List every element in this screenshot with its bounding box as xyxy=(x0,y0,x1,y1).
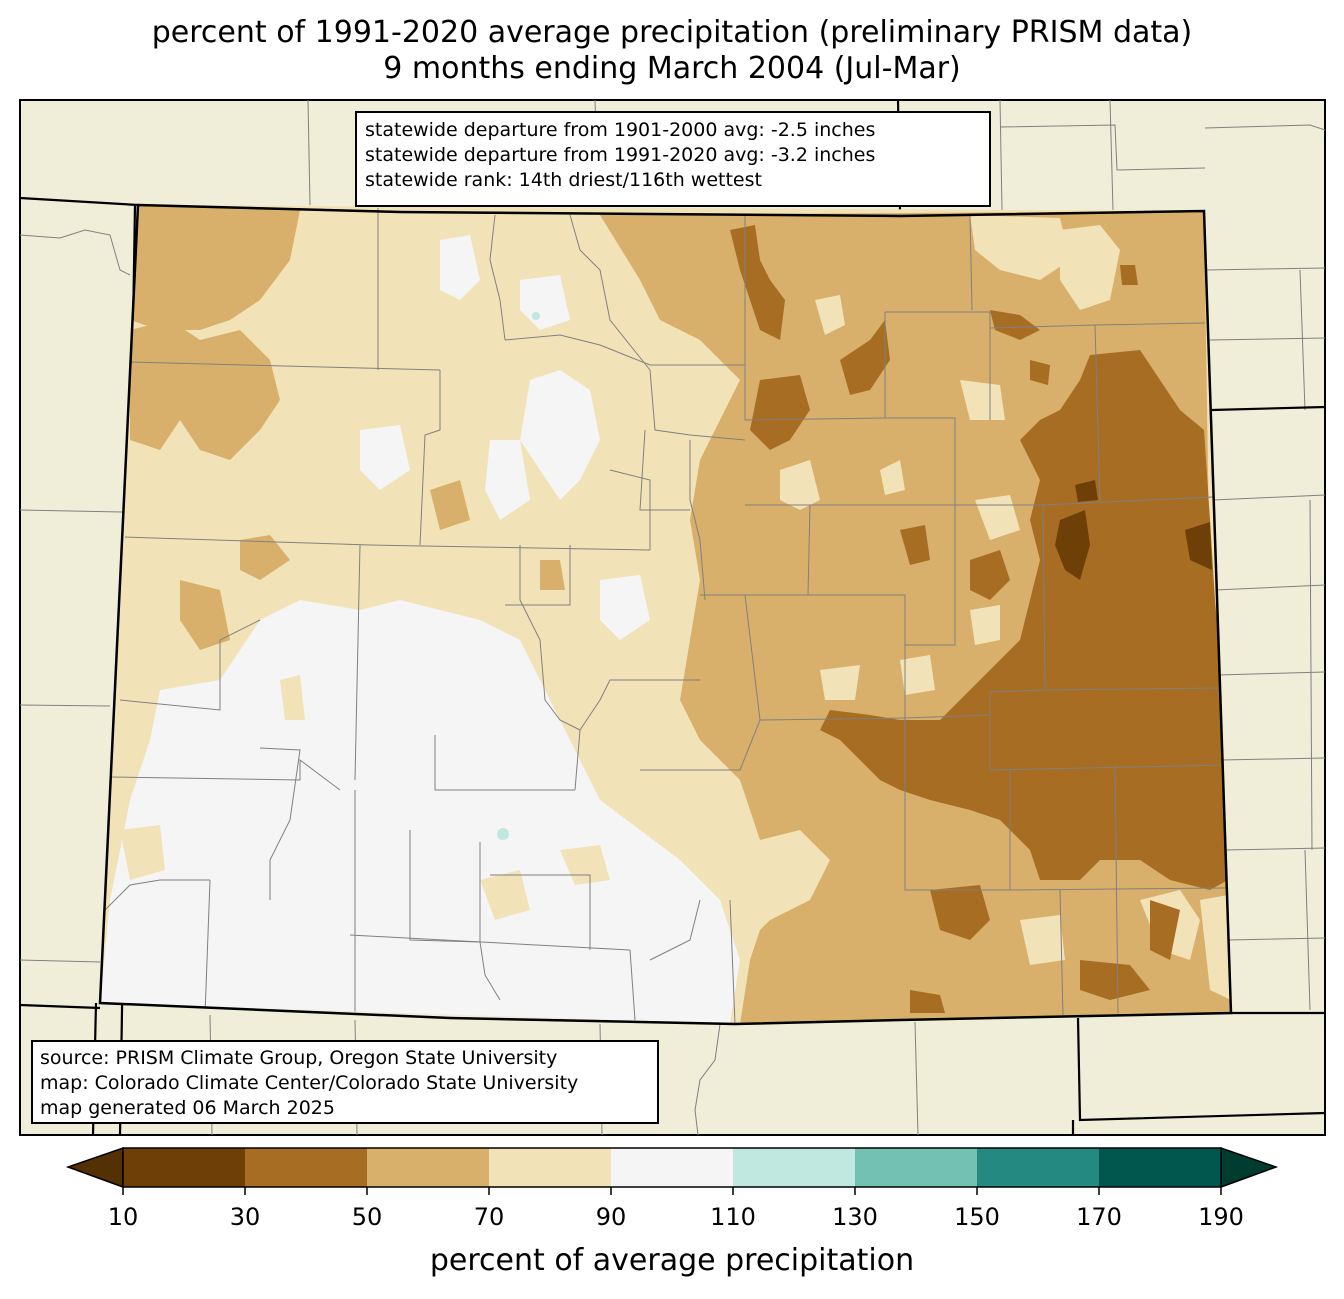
colorbar-bin xyxy=(367,1148,490,1187)
colorbar-tick-label: 70 xyxy=(473,1203,505,1231)
colorbar-under-arrow xyxy=(65,1146,124,1189)
colorbar-tick-label: 50 xyxy=(351,1203,383,1231)
colorbar-bin xyxy=(1099,1148,1222,1187)
colorbar-bin xyxy=(855,1148,978,1187)
colorbar-label: percent of average precipitation xyxy=(429,1243,915,1278)
source-line-3: map generated 06 March 2025 xyxy=(40,1097,335,1119)
colorbar-bin xyxy=(733,1148,856,1187)
colorbar-tick-label: 150 xyxy=(954,1203,1000,1231)
colorbar-bin xyxy=(489,1148,612,1187)
statewide-stats-box: statewide departure from 1901-2000 avg: … xyxy=(355,111,991,207)
colorbar-over-arrow xyxy=(1220,1146,1279,1189)
county-lines xyxy=(104,208,1226,1024)
colorbar-tick-label: 10 xyxy=(107,1203,139,1231)
colorbar-tick-label: 170 xyxy=(1076,1203,1122,1231)
stats-line-2: statewide departure from 1991-2020 avg: … xyxy=(365,144,876,166)
colorbar-bin xyxy=(245,1148,368,1187)
colorbar-tick-label: 190 xyxy=(1198,1203,1244,1231)
colorbar xyxy=(65,1146,1279,1195)
source-line-2: map: Colorado Climate Center/Colorado St… xyxy=(40,1072,579,1094)
stats-line-1: statewide departure from 1901-2000 avg: … xyxy=(365,119,876,141)
source-line-1: source: PRISM Climate Group, Oregon Stat… xyxy=(40,1047,558,1069)
stats-line-3: statewide rank: 14th driest/116th wettes… xyxy=(365,169,762,191)
colorbar-bin xyxy=(977,1148,1100,1187)
colorbar-tick-label: 30 xyxy=(229,1203,261,1231)
colorbar-tick-label: 110 xyxy=(710,1203,756,1231)
colorado-border xyxy=(98,203,1233,1026)
map-title-line1: percent of 1991-2020 average precipitati… xyxy=(151,15,1193,50)
colorbar-bin xyxy=(123,1148,246,1187)
source-box: source: PRISM Climate Group, Oregon Stat… xyxy=(31,1040,659,1124)
colorado-precip-field xyxy=(100,205,1231,1024)
colorbar-tick-label: 130 xyxy=(832,1203,878,1231)
colorbar-bin xyxy=(611,1148,734,1187)
map-title-line2: 9 months ending March 2004 (Jul-Mar) xyxy=(383,51,961,86)
colorbar-tick-label: 90 xyxy=(595,1203,627,1231)
